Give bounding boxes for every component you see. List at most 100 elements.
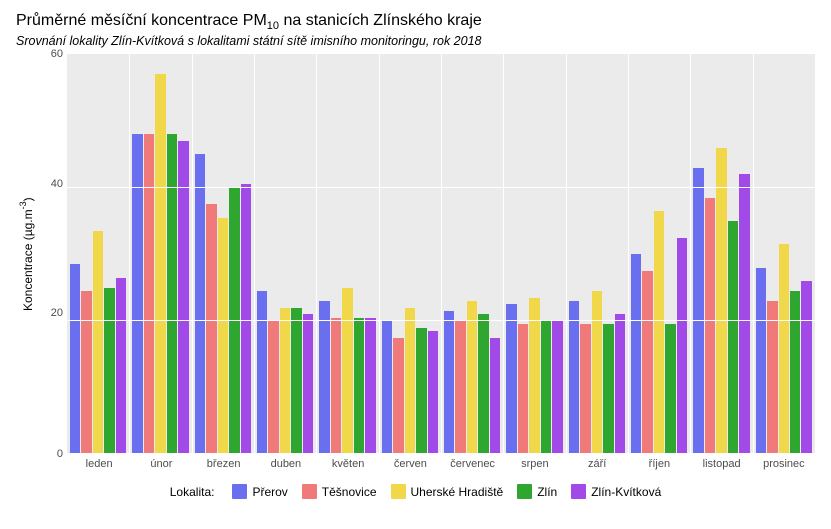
- chart-title: Průměrné měsíční koncentrace PM10 na sta…: [16, 12, 815, 32]
- x-tick-label: březen: [193, 454, 255, 470]
- x-tick-label: červenec: [442, 454, 504, 470]
- bar: [416, 328, 426, 455]
- bar: [365, 318, 375, 455]
- bar: [529, 298, 539, 455]
- month-group: [129, 54, 191, 454]
- legend-label: Těšnovice: [322, 485, 377, 499]
- bar: [739, 174, 749, 454]
- bar: [104, 288, 114, 455]
- legend-label: Uherské Hradiště: [411, 485, 504, 499]
- month-group: [566, 54, 628, 454]
- x-tick-label: září: [566, 454, 628, 470]
- legend-item: Přerov: [232, 484, 287, 499]
- bar: [280, 308, 290, 455]
- bar: [405, 308, 415, 455]
- chart-area: [67, 54, 815, 454]
- bar: [801, 281, 811, 454]
- bar: [790, 291, 800, 454]
- gridline-vertical: [254, 54, 255, 454]
- gridline-vertical: [628, 54, 629, 454]
- gridline-vertical: [379, 54, 380, 454]
- bar: [490, 338, 500, 455]
- gridline-vertical: [129, 54, 130, 454]
- month-group: [316, 54, 378, 454]
- bar: [716, 148, 726, 455]
- bar: [665, 324, 675, 454]
- legend-swatch: [302, 484, 317, 499]
- legend-swatch: [517, 484, 532, 499]
- bar: [478, 314, 488, 454]
- x-axis-ticks: ledenúnorbřezendubenkvětenčervenčervenec…: [68, 454, 815, 470]
- legend-item: Uherské Hradiště: [391, 484, 504, 499]
- bar: [631, 254, 641, 454]
- legend: Lokalita: Přerov Těšnovice Uherské Hradišt…: [16, 484, 815, 499]
- x-tick-label: listopad: [691, 454, 753, 470]
- x-tick-label: květen: [317, 454, 379, 470]
- bar: [506, 304, 516, 454]
- gridline-vertical: [690, 54, 691, 454]
- month-group: [192, 54, 254, 454]
- title-prefix: Průměrné měsíční koncentrace PM: [16, 12, 267, 29]
- bar: [144, 134, 154, 454]
- gridline-vertical: [566, 54, 567, 454]
- month-group: [441, 54, 503, 454]
- y-tick-label: 40: [41, 178, 63, 190]
- bar: [167, 134, 177, 454]
- bar: [444, 311, 454, 454]
- legend-title: Lokalita:: [170, 485, 215, 499]
- bar: [428, 331, 438, 454]
- bar: [767, 301, 777, 454]
- x-tick-label: únor: [130, 454, 192, 470]
- bar: [467, 301, 477, 454]
- bar: [393, 338, 403, 455]
- legend-swatch: [232, 484, 247, 499]
- chart-subtitle: Srovnání lokality Zlín-Kvítková s lokali…: [16, 34, 815, 48]
- bar: [155, 74, 165, 454]
- bar: [693, 168, 703, 455]
- bar: [728, 221, 738, 454]
- gridline-vertical: [441, 54, 442, 454]
- x-tick-label: duben: [255, 454, 317, 470]
- bar: [642, 271, 652, 454]
- bar: [580, 324, 590, 454]
- month-group: [690, 54, 752, 454]
- legend-label: Zlín-Kvítková: [591, 485, 661, 499]
- legend-swatch: [391, 484, 406, 499]
- legend-label: Přerov: [252, 485, 287, 499]
- x-tick-label: srpen: [504, 454, 566, 470]
- bar: [257, 291, 267, 454]
- month-group: [628, 54, 690, 454]
- bar: [552, 321, 562, 454]
- bar: [132, 134, 142, 454]
- bar: [81, 291, 91, 454]
- bar: [615, 314, 625, 454]
- bar: [603, 324, 613, 454]
- bar: [331, 318, 341, 455]
- month-group: [254, 54, 316, 454]
- month-group: [67, 54, 129, 454]
- bar: [319, 301, 329, 454]
- x-tick-label: říjen: [628, 454, 690, 470]
- gridline-vertical: [503, 54, 504, 454]
- x-tick-label: leden: [68, 454, 130, 470]
- bar: [195, 154, 205, 454]
- legend-swatch: [571, 484, 586, 499]
- bar: [218, 218, 228, 455]
- y-tick-label: 60: [41, 48, 63, 60]
- bar: [70, 264, 80, 454]
- bar: [518, 324, 528, 454]
- bar: [354, 318, 364, 455]
- bar: [455, 321, 465, 454]
- month-group: [379, 54, 441, 454]
- title-subscript: 10: [267, 20, 279, 32]
- month-group: [753, 54, 815, 454]
- legend-label: Zlín: [537, 485, 557, 499]
- bar: [268, 321, 278, 454]
- bar: [116, 278, 126, 455]
- gridline-vertical: [316, 54, 317, 454]
- bar: [569, 301, 579, 454]
- bar: [541, 321, 551, 454]
- bar: [93, 231, 103, 454]
- title-suffix: na stanicích Zlínského kraje: [279, 12, 482, 29]
- legend-item: Zlín-Kvítková: [571, 484, 661, 499]
